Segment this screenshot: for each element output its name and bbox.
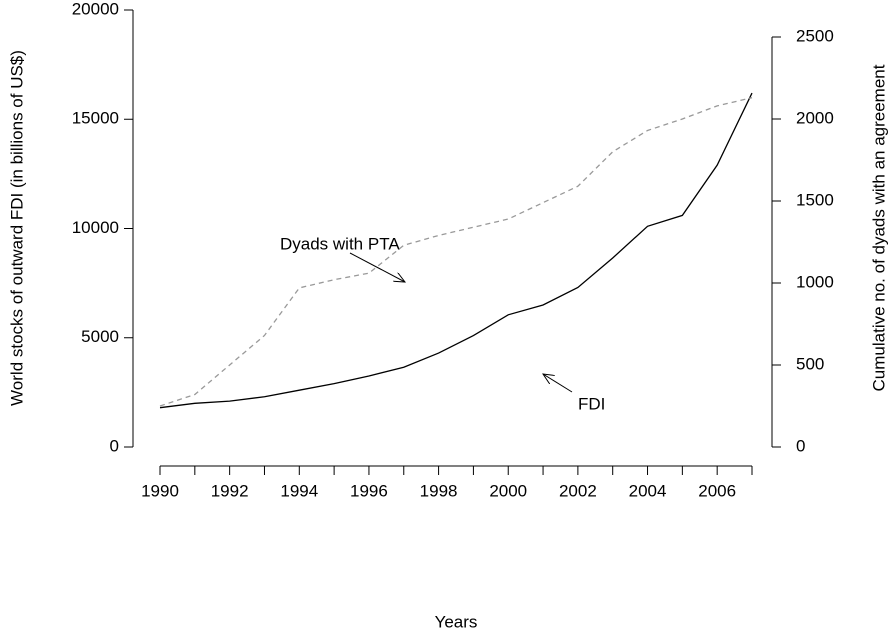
y2-tick-label: 1500 [796,190,834,209]
series-line [159,97,753,407]
annotation: FDI [578,394,605,413]
x-tick-label: 1990 [141,481,179,500]
x-tick-label: 1994 [280,481,318,500]
y2-tick-label: 0 [796,436,805,455]
x-tick-label: 1996 [350,481,388,500]
x-tick-label: 1998 [420,481,458,500]
y-axis-title: World stocks of outward FDI (in billions… [7,50,26,406]
y2-tick-label: 500 [796,354,824,373]
x-tick-label: 2004 [629,481,667,500]
y-tick-label: 5000 [81,327,119,346]
annotation-arrow [349,252,405,282]
y2-axis-title: Cumulative no. of dyads with an agreemen… [869,64,888,391]
x-tick-label: 2006 [698,481,736,500]
y2-tick-label: 1000 [796,272,834,291]
x-tick-label: 1992 [211,481,249,500]
y-tick-label: 20000 [72,0,119,18]
y-tick-label: 0 [110,436,119,455]
x-tick-label: 2002 [559,481,597,500]
y-tick-label: 15000 [72,109,119,128]
y2-tick-label: 2500 [796,26,834,45]
y-tick-label: 10000 [72,218,119,237]
x-axis-title: Years [435,612,478,631]
annotation-arrow [543,374,573,393]
series-line [159,92,753,409]
y2-tick-label: 2000 [796,108,834,127]
annotation: Dyads with PTA [280,234,400,253]
x-tick-label: 2000 [489,481,527,500]
